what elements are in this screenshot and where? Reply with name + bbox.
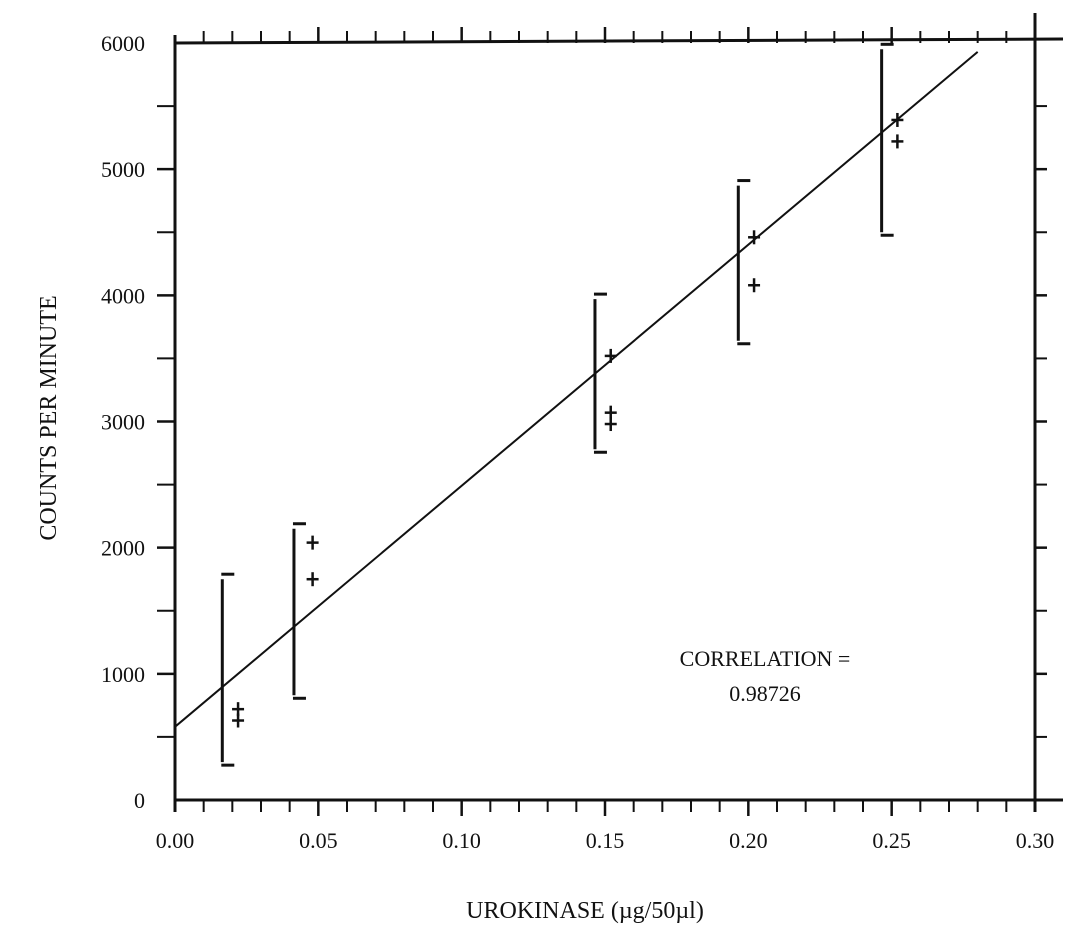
y-tick-label: 6000 xyxy=(101,31,145,56)
y-tick-label: 4000 xyxy=(101,283,145,308)
y-tick-label: 2000 xyxy=(101,536,145,561)
error-bars xyxy=(220,42,894,767)
x-axis-title: UROKINASE (µg/50µl) xyxy=(466,898,704,924)
axis-tick-labels: 0.00 0.05 0.10 0.15 0.20 0.25 0.30 0 1000 2000 300… xyxy=(101,31,1054,853)
data-points xyxy=(232,112,904,728)
y-tick-label: 1000 xyxy=(101,662,145,687)
x-tick-label: 0.05 xyxy=(299,828,338,853)
y-tick-label: 0 xyxy=(134,788,145,813)
x-tick-label: 0.10 xyxy=(442,828,481,853)
top-border-line xyxy=(174,37,1064,45)
y-tick-label: 3000 xyxy=(101,410,145,435)
correlation-label: CORRELATION = xyxy=(680,646,851,671)
x-tick-label: 0.20 xyxy=(729,828,768,853)
data-point xyxy=(306,535,319,550)
data-point xyxy=(232,713,245,728)
x-tick-label: 0.25 xyxy=(872,828,911,853)
data-point xyxy=(306,572,319,587)
data-point xyxy=(748,278,761,293)
plot-frame xyxy=(173,13,1064,812)
fit-line xyxy=(174,51,979,728)
x-tick-label: 0.15 xyxy=(586,828,625,853)
axis-ticks xyxy=(157,27,1047,816)
data-point xyxy=(604,417,617,432)
data-point xyxy=(891,134,904,149)
x-tick-label: 0.30 xyxy=(1016,828,1055,853)
x-tick-label: 0.00 xyxy=(156,828,195,853)
y-tick-label: 5000 xyxy=(101,157,145,182)
fit-line-group xyxy=(174,51,979,728)
y-axis-title: COUNTS PER MINUTE xyxy=(36,295,62,540)
correlation-value: 0.98726 xyxy=(729,681,801,706)
